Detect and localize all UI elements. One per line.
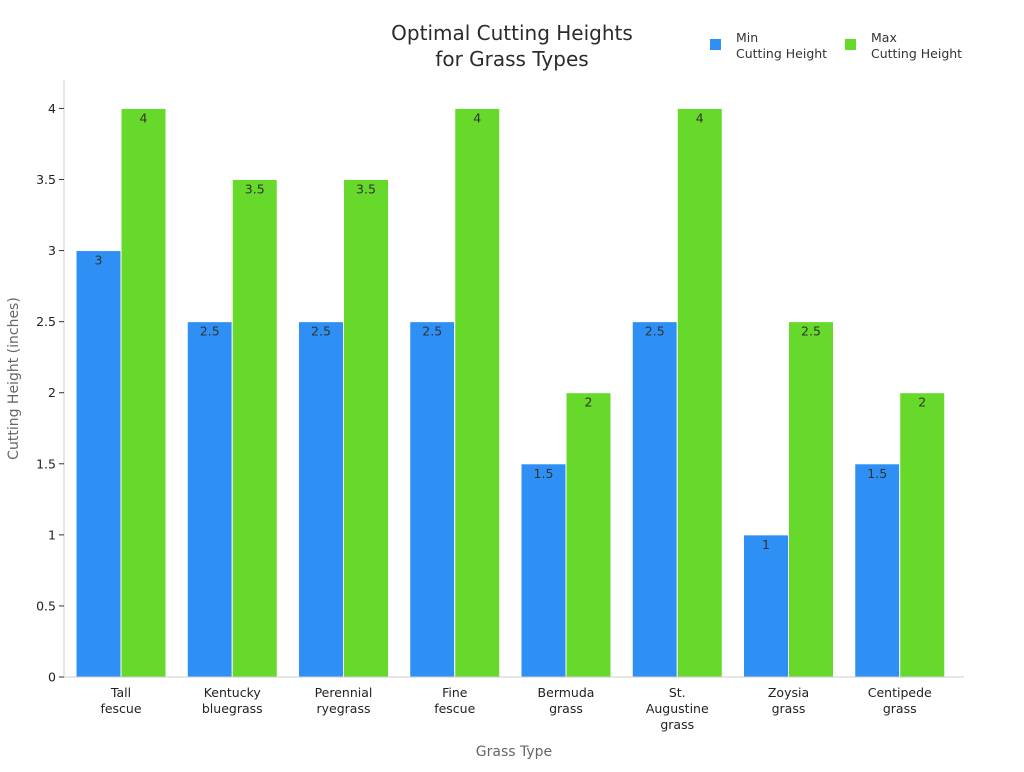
x-category-label: Bermuda — [538, 685, 595, 700]
bar-value-label: 1.5 — [867, 466, 887, 481]
chart-title-line: for Grass Types — [435, 47, 588, 71]
bar-value-label: 2.5 — [645, 324, 665, 339]
legend-swatch — [710, 39, 721, 50]
x-category-label: fescue — [100, 701, 141, 716]
x-axis-title: Grass Type — [476, 744, 552, 760]
y-tick-label: 1 — [48, 527, 56, 542]
x-category-label: St. — [669, 685, 686, 700]
y-tick-label: 2 — [48, 385, 56, 400]
x-category-label: fescue — [434, 701, 475, 716]
x-category-label: Centipede — [868, 685, 932, 700]
bar-max — [788, 321, 834, 678]
x-category-label: Fine — [442, 685, 468, 700]
bar-value-label: 4 — [473, 110, 481, 125]
chart-title-line: Optimal Cutting Heights — [391, 21, 633, 45]
bar-value-label: 1 — [762, 537, 770, 552]
bar-value-label: 2 — [918, 395, 926, 410]
x-category-label: Zoysia — [768, 685, 809, 700]
bar-min — [520, 463, 567, 678]
y-tick-label: 1.5 — [36, 456, 56, 471]
bar-min — [743, 534, 789, 678]
bar-min — [631, 321, 678, 678]
bar-value-label: 2 — [585, 395, 593, 410]
bar-value-label: 2.5 — [311, 324, 331, 339]
y-tick-label: 3 — [48, 243, 56, 258]
x-category-label: grass — [549, 701, 583, 716]
x-category-label: ryegrass — [317, 701, 371, 716]
bar-value-label: 2.5 — [801, 324, 821, 339]
bar-min — [409, 321, 456, 678]
y-axis-ticks: 0 0.5 1 1.5 2 2.5 3 3.5 4 — [36, 101, 64, 685]
bar-max — [565, 392, 612, 678]
legend-label: Cutting Height — [871, 46, 962, 61]
x-category-label: grass — [883, 701, 917, 716]
y-tick-label: 0.5 — [36, 598, 56, 613]
bar-min — [854, 463, 901, 678]
bar-value-label: 1.5 — [534, 466, 554, 481]
bar-value-label: 3.5 — [356, 182, 376, 197]
y-tick-label: 3.5 — [36, 172, 56, 187]
y-axis-title: Cutting Height (inches) — [6, 297, 22, 460]
bar-min — [75, 250, 122, 678]
bar-max — [343, 179, 389, 678]
bar-max — [231, 179, 278, 678]
legend-swatch — [845, 39, 856, 50]
bars — [75, 107, 946, 678]
bar-value-label: 4 — [696, 110, 704, 125]
bar-value-label: 2.5 — [422, 324, 442, 339]
y-tick-label: 4 — [48, 101, 56, 116]
bar-min — [186, 321, 233, 678]
x-axis-categories: TallfescueKentuckybluegrassPerennialryeg… — [100, 685, 932, 732]
bar-min — [298, 321, 344, 678]
y-tick-label: 0 — [48, 670, 56, 685]
bar-max — [454, 107, 501, 678]
x-category-label: grass — [660, 717, 694, 732]
bar-max — [899, 392, 946, 678]
x-category-label: grass — [772, 701, 806, 716]
bar-labels: 3 4 2.5 3.5 2.5 3.5 2.5 4 1.5 2 2.5 4 1 2.5 1.5 2 — [95, 110, 927, 551]
bar-max — [120, 107, 167, 678]
x-category-label: Perennial — [315, 685, 373, 700]
legend-label: Cutting Height — [736, 46, 827, 61]
x-category-label: Tall — [110, 685, 131, 700]
bar-value-label: 2.5 — [200, 324, 220, 339]
legend-label: Max — [871, 30, 897, 45]
y-tick-label: 2.5 — [36, 314, 56, 329]
bar-max — [676, 107, 723, 678]
bar-value-label: 3.5 — [245, 182, 265, 197]
bar-value-label: 3 — [95, 253, 103, 268]
bar-value-label: 4 — [140, 110, 148, 125]
legend-label: Min — [736, 30, 758, 45]
x-category-label: Kentucky — [204, 685, 262, 700]
x-category-label: Augustine — [646, 701, 709, 716]
x-category-label: bluegrass — [202, 701, 263, 716]
